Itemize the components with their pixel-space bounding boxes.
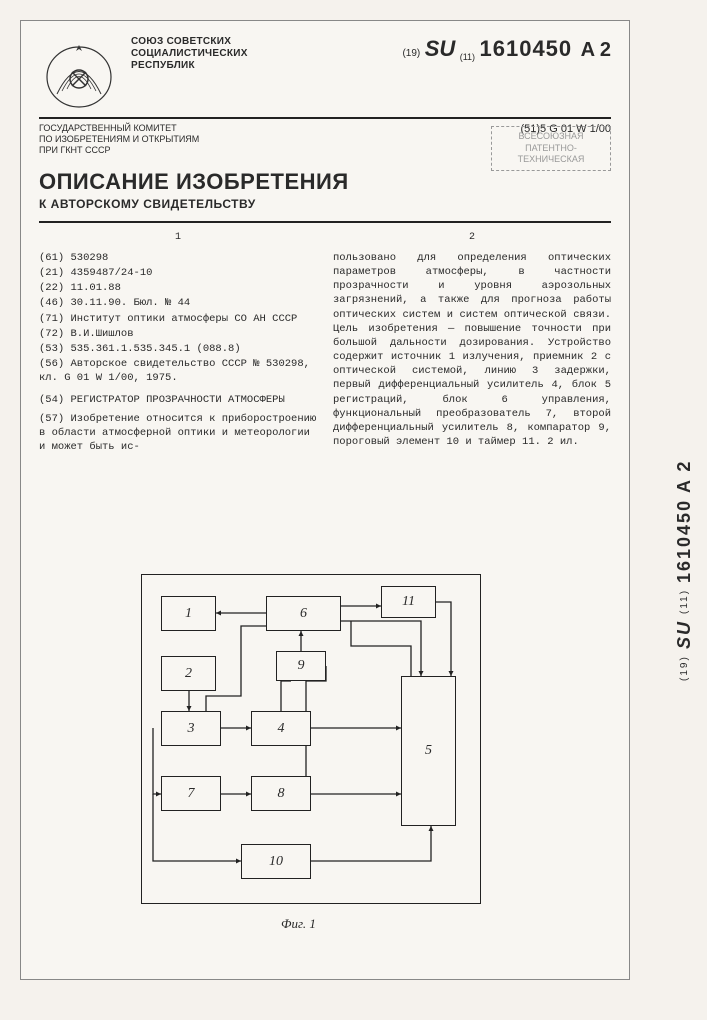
pub-kind: A 2 [581,39,611,61]
node-5: 5 [401,676,456,826]
divider [39,117,611,119]
field-57b: пользовано для определения оптических па… [333,251,611,449]
node-10: 10 [241,844,311,879]
doc-title: ОПИСАНИЕ ИЗОБРЕТЕНИЯ [39,169,611,195]
node-11: 11 [381,586,436,618]
node-3: 3 [161,711,221,746]
code-19: (19) [402,48,420,59]
field-72: (72) В.И.Шишлов [39,327,317,341]
field-54: (54) РЕГИСТРАТОР ПРОЗРАЧНОСТИ АТМОСФЕРЫ [39,393,317,407]
node-4: 4 [251,711,311,746]
field-53: (53) 535.361.1.535.345.1 (088.8) [39,342,317,356]
field-21: (21) 4359487/24-10 [39,266,317,280]
side-su: SU [674,620,695,649]
publication-code: (19) SU (11) 1610450 A 2 [402,36,611,62]
side-11: (11) [679,589,690,614]
state-emblem [39,36,119,111]
node-9: 9 [276,651,326,681]
side-num: 1610450 [674,499,695,583]
field-22: (22) 11.01.88 [39,281,317,295]
field-57a: (57) Изобретение относится к приборостро… [39,412,317,455]
code-11: (11) [460,52,475,62]
side-tab: (19) SU (11) 1610450 A 2 [674,320,695,820]
field-61: (61) 530298 [39,251,317,265]
stamp-line2: ПАТЕНТНО-ТЕХНИЧЕСКАЯ [500,143,602,166]
field-71: (71) Институт оптики атмосферы СО АН ССС… [39,312,317,326]
node-6: 6 [266,596,341,631]
node-8: 8 [251,776,311,811]
pub-number: 1610450 [480,36,573,61]
library-stamp: ВСЕСОЮЗНАЯ ПАТЕНТНО-ТЕХНИЧЕСКАЯ [491,126,611,171]
col-number-2: 2 [333,231,611,245]
figure-caption: Фиг. 1 [281,916,316,932]
stamp-line1: ВСЕСОЮЗНАЯ [500,131,602,143]
side-kind: A 2 [674,459,695,492]
col-number-1: 1 [39,231,317,245]
field-56: (56) Авторское свидетельство СССР № 5302… [39,357,317,385]
doc-subtitle: К АВТОРСКОМУ СВИДЕТЕЛЬСТВУ [39,197,611,211]
field-46: (46) 30.11.90. Бюл. № 44 [39,296,317,310]
node-1: 1 [161,596,216,631]
union-text: СОЮЗ СОВЕТСКИХ СОЦИАЛИСТИЧЕСКИХ РЕСПУБЛИ… [131,36,248,72]
node-7: 7 [161,776,221,811]
block-diagram: 1234567891011 Фиг. 1 [111,566,511,936]
node-2: 2 [161,656,216,691]
side-19: (19) [679,655,690,681]
code-su: SU [425,36,456,61]
bibliographic-data: (61) 530298 (21) 4359487/24-10 (22) 11.0… [39,251,317,454]
committee-text: ГОСУДАРСТВЕННЫЙ КОМИТЕТ ПО ИЗОБРЕТЕНИЯМ … [39,123,199,155]
divider [39,221,611,223]
